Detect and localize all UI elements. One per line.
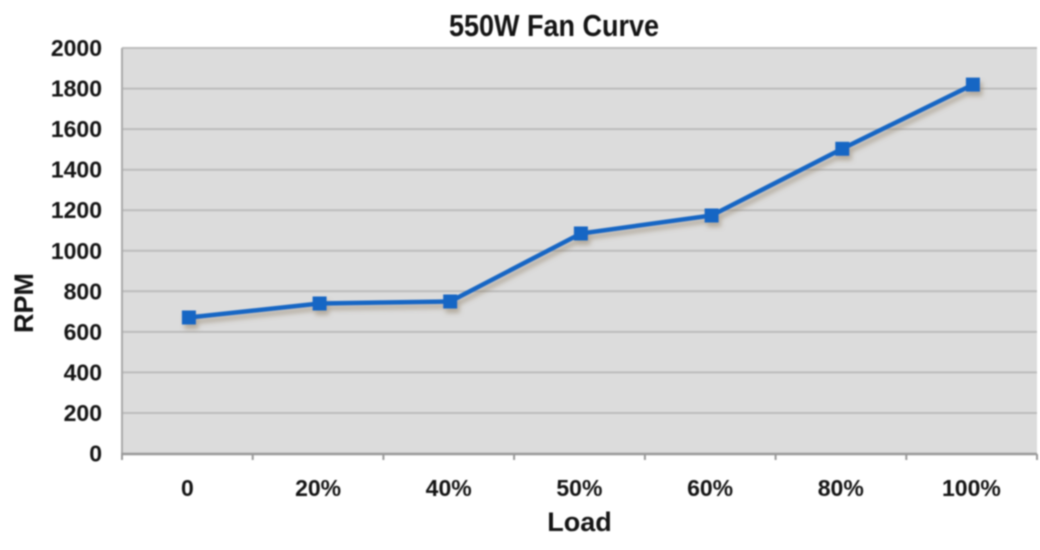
svg-text:60%: 60% bbox=[687, 475, 733, 501]
svg-text:0: 0 bbox=[181, 475, 194, 501]
svg-text:RPM: RPM bbox=[9, 273, 39, 333]
svg-text:200: 200 bbox=[64, 400, 102, 426]
svg-text:1800: 1800 bbox=[51, 76, 102, 102]
svg-text:1600: 1600 bbox=[51, 116, 102, 142]
svg-text:400: 400 bbox=[64, 359, 102, 385]
svg-text:800: 800 bbox=[64, 278, 102, 304]
svg-text:80%: 80% bbox=[818, 475, 864, 501]
svg-text:2000: 2000 bbox=[51, 35, 102, 61]
svg-text:600: 600 bbox=[64, 319, 102, 345]
svg-text:50%: 50% bbox=[556, 475, 602, 501]
svg-text:550W Fan Curve: 550W Fan Curve bbox=[449, 8, 659, 43]
svg-text:1200: 1200 bbox=[51, 197, 102, 223]
svg-text:Load: Load bbox=[547, 507, 612, 537]
svg-text:1000: 1000 bbox=[51, 238, 102, 264]
svg-text:20%: 20% bbox=[295, 475, 341, 501]
svg-text:100%: 100% bbox=[942, 475, 1001, 501]
svg-text:0: 0 bbox=[89, 441, 102, 467]
svg-text:40%: 40% bbox=[426, 475, 472, 501]
svg-text:1400: 1400 bbox=[51, 157, 102, 183]
